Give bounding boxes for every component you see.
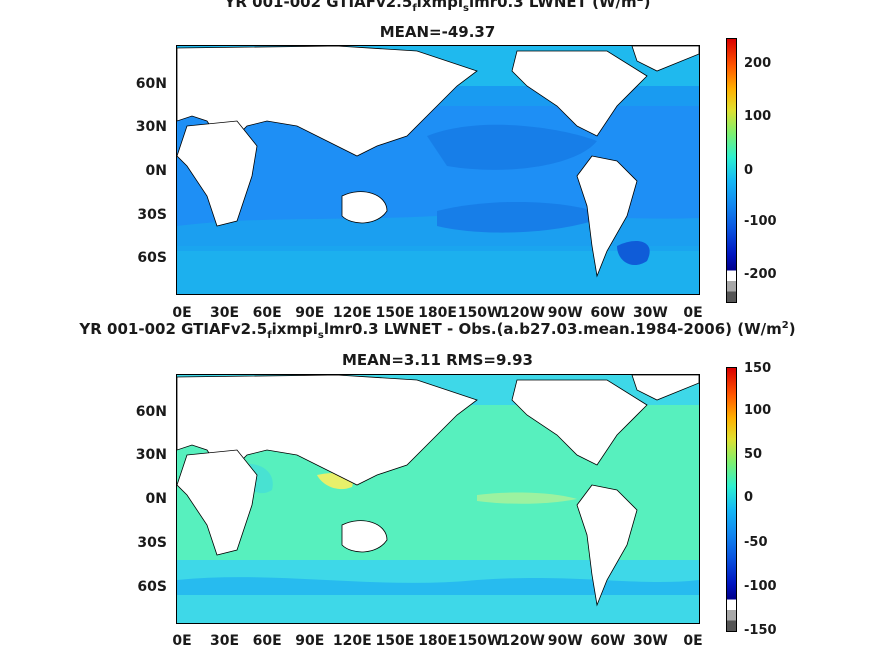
lon-label: 120E — [332, 633, 372, 649]
panel2-colorbar-tick: -100 — [744, 579, 777, 594]
lon-label: 90W — [547, 633, 583, 649]
panel2-title: YR 001-002 GTIAFv2.5fixmpislmr0.3 LWNET … — [79, 320, 796, 341]
lon-label: 120W — [500, 305, 545, 321]
panel1-colorbar-tick: -200 — [744, 267, 777, 282]
land — [177, 375, 699, 607]
lon-label: 150E — [375, 305, 415, 321]
lon-label: 30E — [210, 633, 240, 649]
eq-pacific-patch — [477, 492, 577, 504]
lon-label: 60W — [590, 305, 626, 321]
panel2-lat-label: 60S — [137, 579, 167, 595]
npac-patch — [427, 124, 597, 170]
panel1-lat-label: 30S — [137, 207, 167, 223]
lon-label: 150W — [457, 633, 503, 649]
panel2-colorbar-tick: 100 — [744, 403, 772, 418]
lon-label: 180E — [418, 633, 457, 649]
panel1-lat-label: 60N — [135, 76, 167, 92]
panel1-colorbar-tick: 100 — [744, 109, 772, 124]
spac-patch — [437, 201, 607, 233]
panel1-map — [176, 45, 700, 295]
panel2-map-svg — [177, 375, 699, 623]
lon-label: 180E — [418, 305, 457, 321]
lon-label: 30W — [632, 633, 668, 649]
panel1-colorbar-tick: 200 — [744, 56, 772, 71]
falkland-patch — [617, 241, 650, 266]
panel1-subtitle: MEAN=-49.37 — [379, 23, 496, 41]
panel2-colorbar-tick: 50 — [744, 447, 763, 462]
panel1-lat-label: 30N — [135, 119, 167, 135]
panel1-colorbar-tick: 0 — [744, 163, 754, 178]
lon-label: 120W — [500, 633, 545, 649]
southern-band — [177, 246, 699, 294]
panel1-title: YR 001-002 GTIAFv2.5fixmpislmr0.3 LWNET … — [224, 0, 651, 14]
panel1-map-svg — [177, 46, 699, 294]
lon-label: 0E — [172, 305, 192, 321]
lon-label: 150W — [457, 305, 503, 321]
panel2-colorbar — [726, 367, 737, 632]
lon-label: 30E — [210, 305, 240, 321]
lon-label: 60E — [252, 633, 282, 649]
land — [177, 46, 699, 278]
lon-label: 60W — [590, 633, 626, 649]
lon-label: 90W — [547, 305, 583, 321]
panel1-colorbar — [726, 38, 737, 303]
panel2-colorbar-tick: 150 — [744, 361, 772, 376]
lon-label: 150E — [375, 633, 415, 649]
lon-label: 0E — [172, 633, 192, 649]
panel2-lat-label: 30N — [135, 447, 167, 463]
panel1-colorbar-tick: -100 — [744, 214, 777, 229]
lon-label: 0E — [683, 305, 703, 321]
panel2-colorbar-tick: -150 — [744, 623, 777, 638]
panel1-lat-label: 0N — [145, 163, 167, 179]
lon-label: 120E — [332, 305, 372, 321]
panel2-map — [176, 374, 700, 624]
lon-label: 0E — [683, 633, 703, 649]
panel2-colorbar-tick: -50 — [744, 535, 768, 550]
panel1-lat-label: 60S — [137, 250, 167, 266]
panel2-lat-label: 60N — [135, 404, 167, 420]
lon-label: 90E — [295, 633, 325, 649]
panel2-colorbar-tick: 0 — [744, 490, 754, 505]
lon-label: 60E — [252, 305, 282, 321]
lon-label: 30W — [632, 305, 668, 321]
panel2-lat-label: 30S — [137, 535, 167, 551]
lon-label: 90E — [295, 305, 325, 321]
panel2-subtitle: MEAN=3.11 RMS=9.93 — [342, 351, 533, 369]
panel2-lat-label: 0N — [145, 491, 167, 507]
